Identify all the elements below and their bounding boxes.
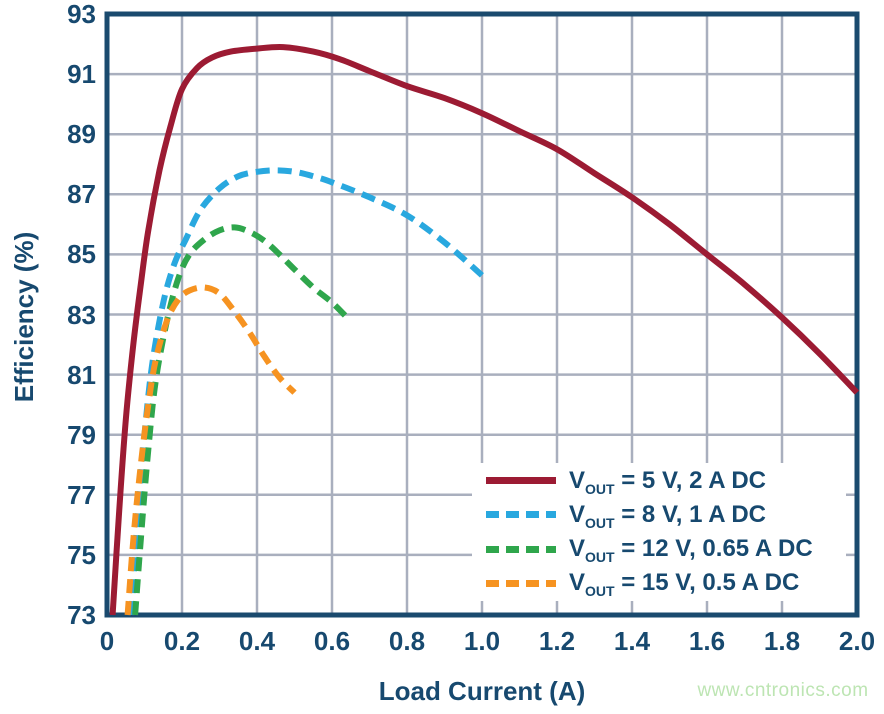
x-tick-label: 2.0: [838, 626, 876, 656]
x-tick-label: 1.6: [688, 626, 726, 656]
y-tick-label: 91: [67, 59, 96, 90]
x-tick-label: 0.8: [388, 626, 426, 656]
legend-line-dashed: [486, 579, 556, 587]
legend-line-dashed: [486, 511, 556, 519]
x-tick-label: 0.2: [163, 626, 201, 656]
x-tick-label: 1.4: [613, 626, 651, 656]
legend-line-solid: [486, 477, 556, 484]
y-tick-label: 73: [67, 600, 96, 630]
legend-label: VOUT = 12 V, 0.65 A DC: [569, 535, 813, 565]
series-curve-2: [132, 224, 350, 616]
x-tick-label: 1.2: [538, 626, 576, 656]
y-tick-label: 89: [67, 119, 96, 150]
y-tick-label: 83: [67, 299, 96, 330]
y-tick-label: 79: [67, 419, 96, 450]
legend-label: VOUT = 15 V, 0.5 A DC: [569, 569, 800, 600]
y-tick-label: 81: [67, 359, 96, 390]
legend-label: VOUT = 8 V, 1 A DC: [569, 500, 766, 531]
legend-item: VOUT = 5 V, 2 A DC: [472, 465, 846, 496]
legend-item: VOUT = 12 V, 0.65 A DC: [472, 534, 846, 565]
y-axis-title: Efficiency (%): [9, 231, 39, 403]
series-curve-1: [128, 167, 484, 616]
legend-item: VOUT = 15 V, 0.5 A DC: [472, 568, 846, 599]
x-axis-title: Load Current (A): [378, 676, 586, 706]
series-curve-0: [109, 43, 860, 616]
y-tick-label: 77: [67, 479, 96, 510]
y-tick-label: 87: [67, 179, 96, 210]
x-tick-label: 1.8: [763, 626, 801, 656]
plot-border: [104, 11, 860, 618]
chart-legend: VOUT = 5 V, 2 A DC VOUT = 8 V, 1 A DC VOUT…: [472, 463, 846, 601]
legend-label: VOUT = 5 V, 2 A DC: [569, 466, 766, 497]
y-tick-label: 93: [67, 0, 96, 29]
x-tick-label: 1.0: [463, 626, 501, 656]
series-curve-3: [124, 284, 297, 616]
y-tick-label: 75: [67, 539, 96, 570]
x-tick-label: 0.4: [238, 626, 276, 656]
watermark-text: www.cntronics.com: [697, 680, 869, 701]
y-tick-label: 85: [67, 239, 96, 270]
x-tick-label: 0: [99, 626, 115, 656]
legend-item: VOUT = 8 V, 1 A DC: [472, 499, 846, 530]
legend-line-dashed: [486, 545, 556, 553]
x-tick-label: 0.6: [313, 626, 351, 656]
